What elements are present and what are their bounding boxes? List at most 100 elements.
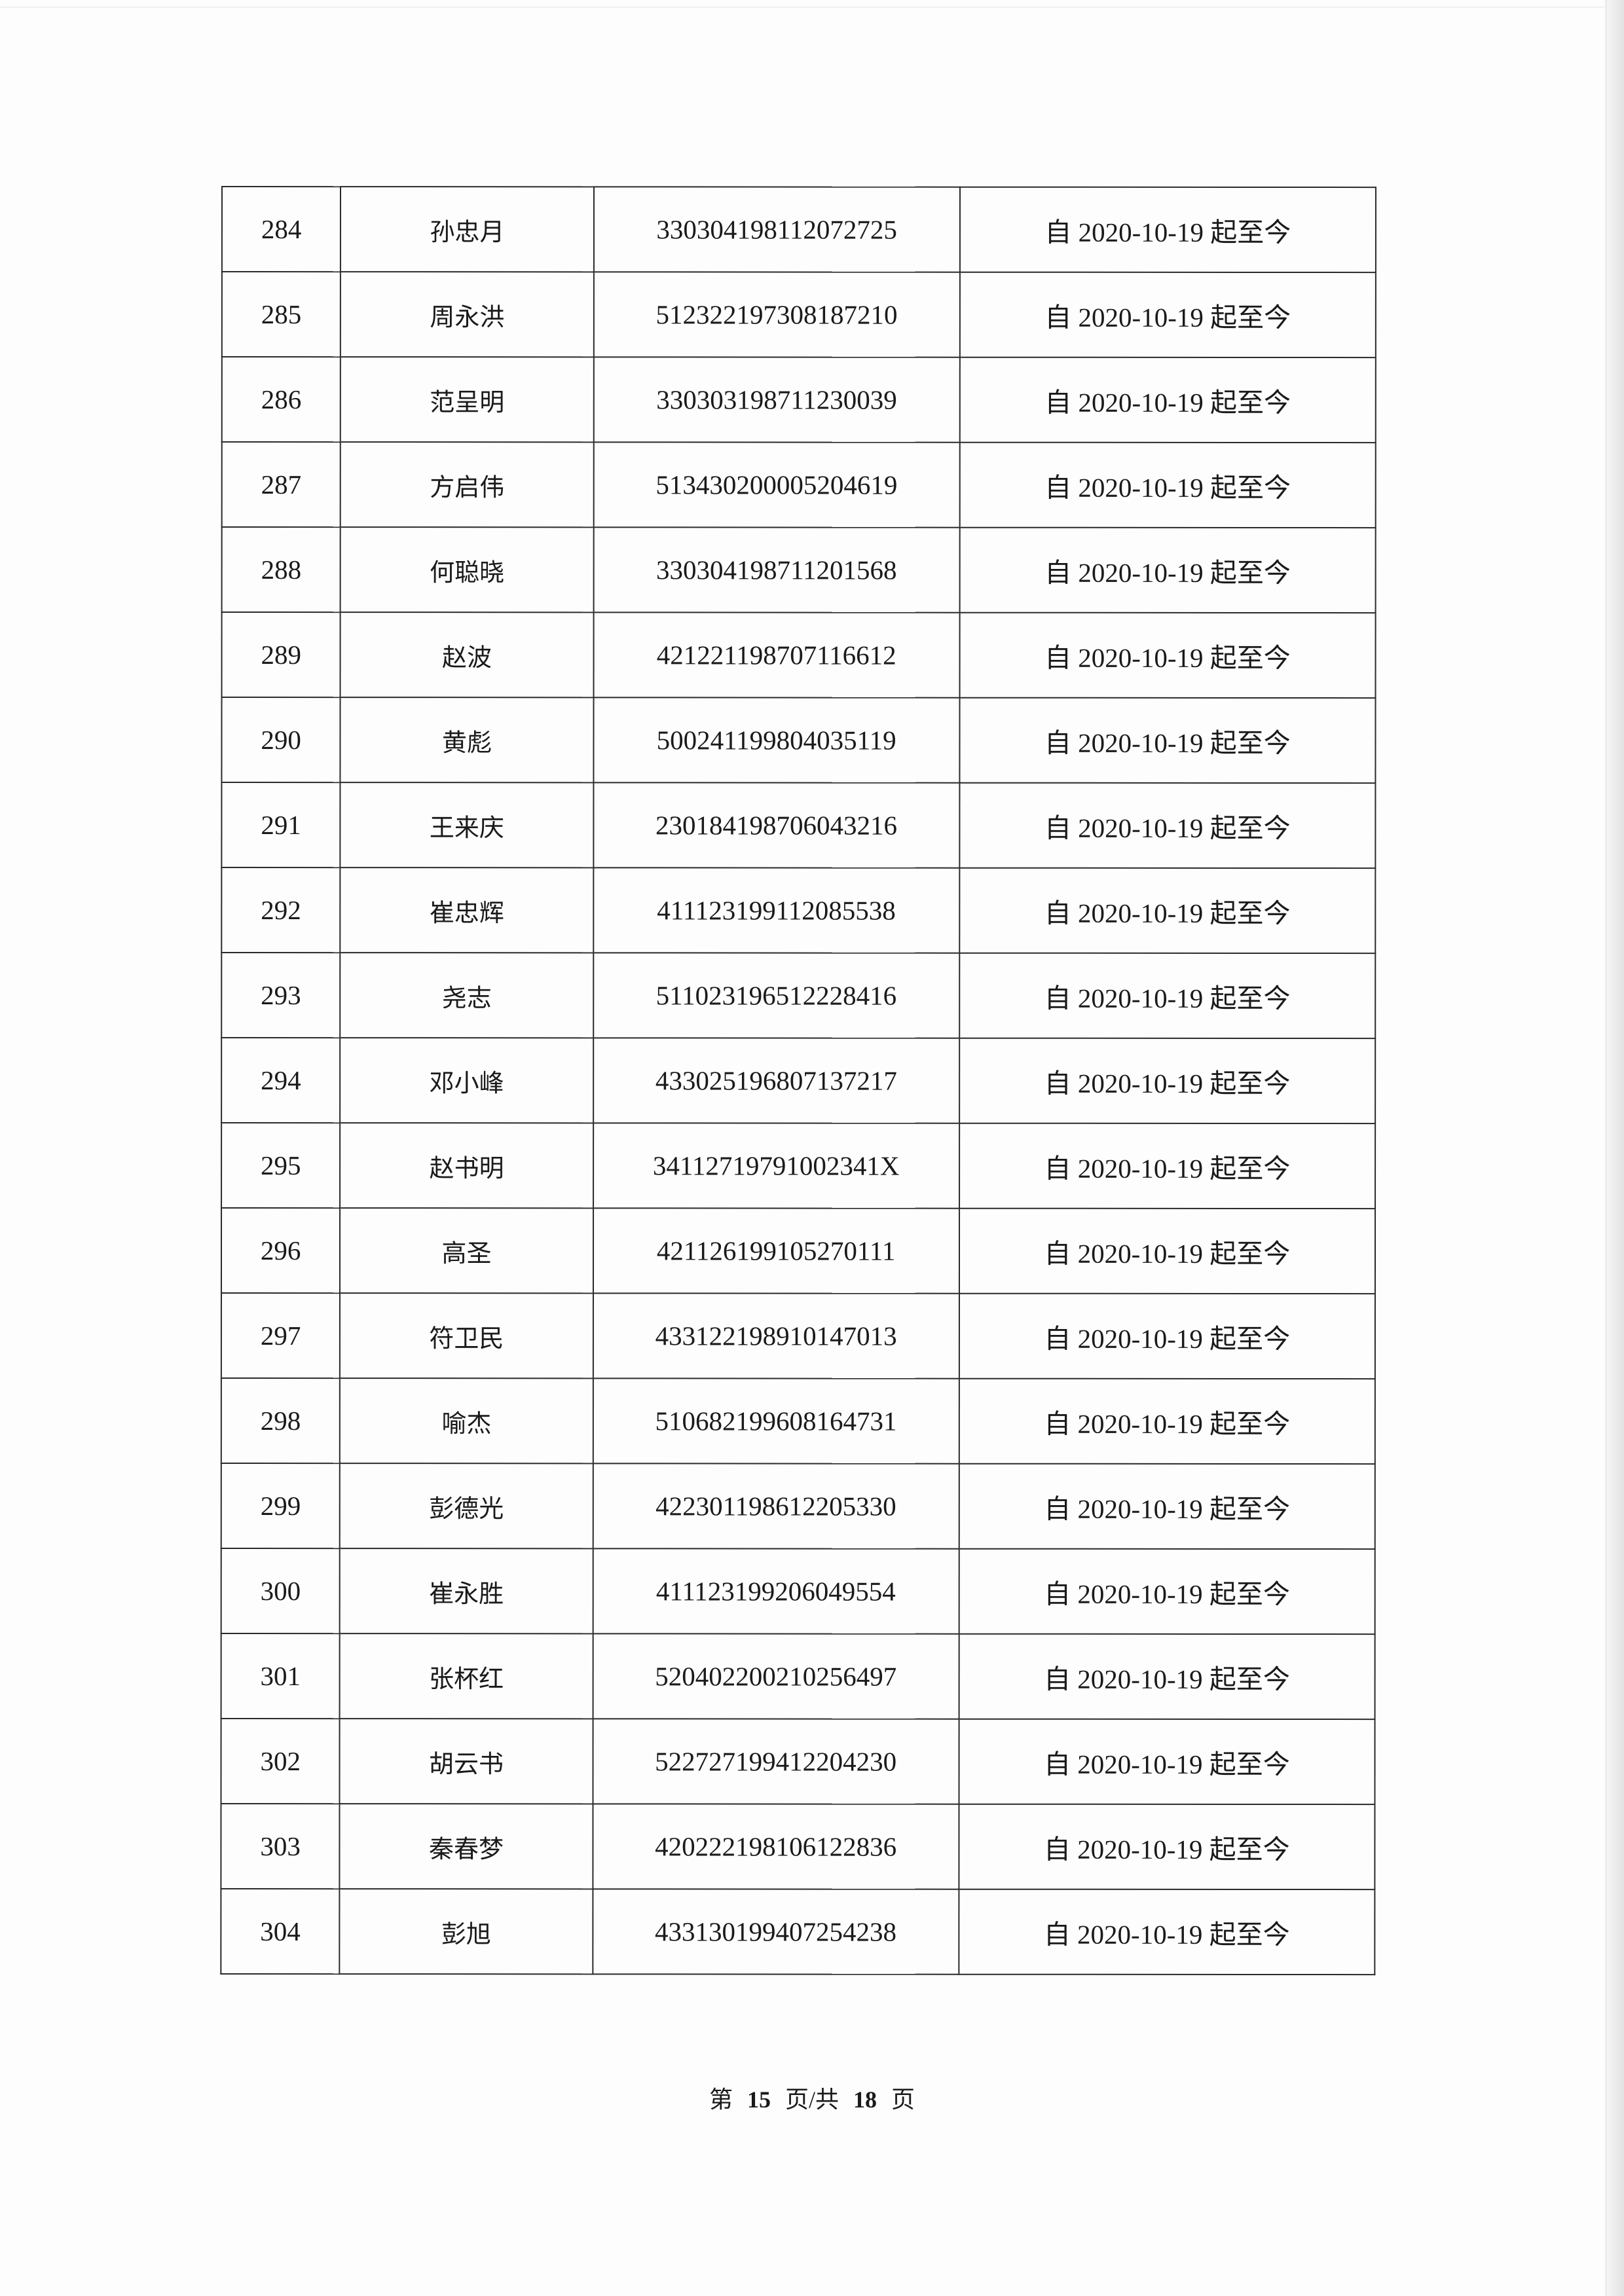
id-number-cell: 230184198706043216 — [593, 782, 960, 868]
id-number-cell: 433122198910147013 — [593, 1293, 959, 1379]
row-number-cell: 299 — [221, 1463, 341, 1549]
effective-period-cell: 自 2020-10-19 起至今 — [959, 697, 1376, 784]
id-number-cell: 421221198707116612 — [593, 612, 960, 698]
person-name-cell: 秦春梦 — [339, 1804, 593, 1889]
person-name-cell: 彭德光 — [340, 1463, 593, 1549]
row-number-cell: 286 — [221, 357, 341, 443]
id-number-cell: 513430200005204619 — [593, 442, 960, 528]
row-number-cell: 295 — [221, 1123, 341, 1209]
row-number-cell: 297 — [221, 1293, 341, 1379]
scan-right-edge — [1607, 0, 1624, 2296]
effective-period-cell: 自 2020-10-19 起至今 — [959, 187, 1376, 273]
row-number-cell: 290 — [221, 697, 341, 783]
effective-period-cell: 自 2020-10-19 起至今 — [959, 782, 1376, 869]
table-row: 290 黄彪 500241199804035119 自 2020-10-19 起至今 — [221, 697, 1376, 784]
page-footer: 第 15 页/共 18 页 — [0, 2081, 1624, 2115]
table-row: 300 崔永胜 411123199206049554 自 2020-10-19 起至今 — [221, 1548, 1375, 1635]
table-row: 284 孙忠月 330304198112072725 自 2020-10-19 起至今 — [221, 187, 1376, 273]
table-row: 296 高圣 421126199105270111 自 2020-10-19 起至今 — [221, 1208, 1376, 1294]
table-row: 303 秦春梦 420222198106122836 自 2020-10-19 起至今 — [221, 1804, 1375, 1890]
table-row: 287 方启伟 513430200005204619 自 2020-10-19 起至今 — [221, 442, 1376, 528]
row-number-cell: 294 — [221, 1038, 341, 1123]
id-number-cell: 510682199608164731 — [593, 1378, 959, 1464]
row-number-cell: 293 — [221, 953, 341, 1038]
table-row: 298 喻杰 510682199608164731 自 2020-10-19 起至今 — [221, 1378, 1375, 1465]
effective-period-cell: 自 2020-10-19 起至今 — [959, 1293, 1375, 1379]
row-number-cell: 304 — [221, 1889, 340, 1975]
table-row: 288 何聪晓 330304198711201568 自 2020-10-19 起至今 — [221, 527, 1376, 613]
person-name-cell: 尧志 — [340, 953, 593, 1038]
id-number-cell: 421126199105270111 — [593, 1208, 959, 1294]
effective-period-cell: 自 2020-10-19 起至今 — [959, 1804, 1375, 1890]
row-number-cell: 291 — [221, 782, 341, 868]
total-pages-number: 18 — [853, 2086, 877, 2113]
id-number-cell: 330304198112072725 — [593, 187, 960, 272]
id-number-cell: 420222198106122836 — [593, 1804, 959, 1889]
person-name-cell: 王来庆 — [340, 782, 594, 868]
id-number-cell: 512322197308187210 — [593, 272, 960, 357]
row-number-cell: 300 — [221, 1548, 341, 1634]
id-number-cell: 522727199412204230 — [593, 1719, 959, 1804]
row-number-cell: 301 — [221, 1633, 341, 1719]
table-row: 286 范呈明 330303198711230039 自 2020-10-19 起至今 — [221, 357, 1376, 443]
row-number-cell: 303 — [221, 1804, 340, 1889]
scan-edge-shadow — [1605, 0, 1607, 2296]
effective-period-cell: 自 2020-10-19 起至今 — [959, 1889, 1375, 1975]
person-name-cell: 喻杰 — [340, 1378, 593, 1464]
id-number-cell: 330303198711230039 — [593, 357, 960, 443]
scan-top-edge — [0, 7, 1604, 8]
person-name-cell: 赵书明 — [340, 1123, 593, 1209]
effective-period-cell: 自 2020-10-19 起至今 — [959, 357, 1376, 443]
table-row: 285 周永洪 512322197308187210 自 2020-10-19 起至今 — [221, 272, 1376, 358]
id-number-cell: 330304198711201568 — [593, 527, 960, 613]
effective-period-cell: 自 2020-10-19 起至今 — [959, 953, 1376, 1039]
row-number-cell: 298 — [221, 1378, 341, 1464]
effective-period-cell: 自 2020-10-19 起至今 — [959, 1548, 1375, 1635]
row-number-cell: 287 — [221, 442, 341, 528]
effective-period-cell: 自 2020-10-19 起至今 — [959, 1123, 1376, 1209]
table-row: 304 彭旭 433130199407254238 自 2020-10-19 起至今 — [221, 1889, 1375, 1975]
row-number-cell: 296 — [221, 1208, 341, 1294]
table-row: 295 赵书明 34112719791002341X 自 2020-10-19 起至今 — [221, 1123, 1376, 1209]
person-name-cell: 方启伟 — [341, 442, 594, 528]
id-number-cell: 433025196807137217 — [593, 1038, 959, 1123]
id-number-cell: 411123199112085538 — [593, 867, 960, 953]
person-name-cell: 邓小峰 — [340, 1038, 593, 1123]
person-name-cell: 黄彪 — [340, 697, 594, 783]
person-name-cell: 何聪晓 — [340, 527, 594, 613]
person-name-cell: 赵波 — [340, 612, 594, 698]
person-name-cell: 彭旭 — [339, 1889, 593, 1975]
effective-period-cell: 自 2020-10-19 起至今 — [959, 1038, 1376, 1124]
row-number-cell: 284 — [221, 187, 341, 272]
table-row: 299 彭德光 422301198612205330 自 2020-10-19 起至今 — [221, 1463, 1375, 1550]
person-name-cell: 崔永胜 — [340, 1548, 593, 1634]
footer-suffix: 页 — [891, 2086, 915, 2113]
id-number-cell: 520402200210256497 — [593, 1633, 959, 1719]
effective-period-cell: 自 2020-10-19 起至今 — [959, 1463, 1375, 1550]
effective-period-cell: 自 2020-10-19 起至今 — [959, 1208, 1376, 1294]
effective-period-cell: 自 2020-10-19 起至今 — [959, 527, 1376, 613]
person-name-cell: 崔忠辉 — [340, 867, 593, 953]
id-number-cell: 422301198612205330 — [593, 1463, 959, 1549]
table-row: 292 崔忠辉 411123199112085538 自 2020-10-19 起至今 — [221, 867, 1376, 954]
id-number-cell: 34112719791002341X — [593, 1123, 959, 1209]
effective-period-cell: 自 2020-10-19 起至今 — [959, 1719, 1375, 1805]
row-number-cell: 289 — [221, 612, 341, 698]
row-number-cell: 302 — [221, 1719, 340, 1804]
person-name-cell: 周永洪 — [341, 272, 594, 357]
table-row: 302 胡云书 522727199412204230 自 2020-10-19 起至今 — [221, 1719, 1375, 1805]
table-row: 301 张杯红 520402200210256497 自 2020-10-19 起至今 — [221, 1633, 1375, 1720]
row-number-cell: 292 — [221, 867, 341, 953]
current-page-number: 15 — [747, 2086, 771, 2113]
person-name-cell: 胡云书 — [339, 1719, 593, 1804]
table-row: 291 王来庆 230184198706043216 自 2020-10-19 起至今 — [221, 782, 1376, 869]
table-row: 289 赵波 421221198707116612 自 2020-10-19 起至今 — [221, 612, 1376, 699]
footer-prefix: 第 — [709, 2086, 733, 2113]
personnel-table: 284 孙忠月 330304198112072725 自 2020-10-19 起至今… — [220, 186, 1376, 1975]
id-number-cell: 433130199407254238 — [592, 1889, 959, 1975]
id-number-cell: 500241199804035119 — [593, 697, 960, 783]
person-name-cell: 符卫民 — [340, 1293, 593, 1379]
row-number-cell: 288 — [221, 527, 341, 613]
footer-middle: 页/共 — [784, 2086, 839, 2113]
table-row: 294 邓小峰 433025196807137217 自 2020-10-19 起至今 — [221, 1038, 1376, 1124]
